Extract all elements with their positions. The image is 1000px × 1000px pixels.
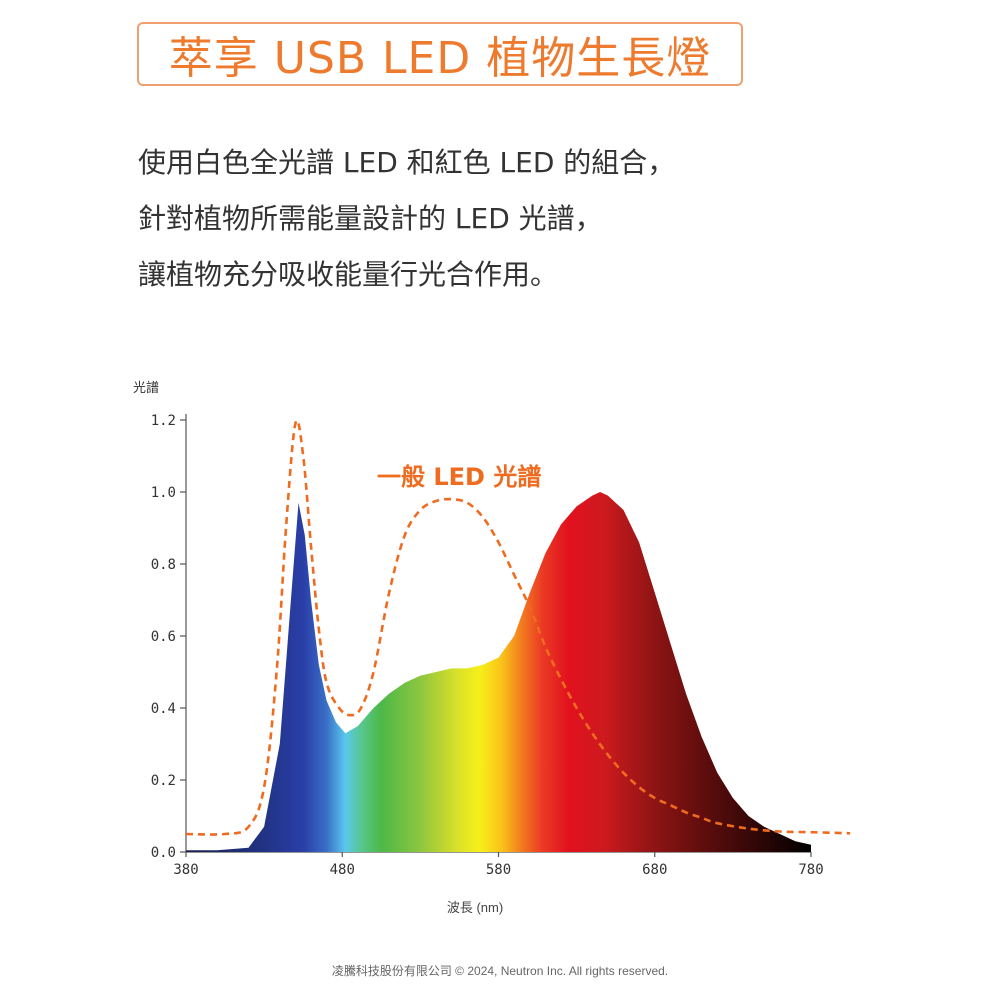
title-box: 萃享 USB LED 植物生長燈 [137, 22, 743, 86]
description-line: 使用白色全光譜 LED 和紅色 LED 的組合， [138, 146, 676, 179]
y-tick-label: 0.0 [151, 845, 176, 861]
y-tick-label: 0.6 [151, 629, 176, 645]
x-tick-label: 380 [173, 862, 198, 878]
footer-copyright: 凌騰科技股份有限公司 © 2024, Neutron Inc. All righ… [331, 964, 669, 978]
x-axis-label: 波長 (nm) [447, 900, 503, 915]
x-tick-label: 780 [798, 862, 823, 878]
y-tick-label: 0.4 [151, 701, 176, 717]
page-title: 萃享 USB LED 植物生長燈 [168, 33, 712, 84]
y-tick-label: 0.2 [151, 773, 176, 789]
y-axis-label: 光譜 [133, 381, 159, 396]
spectrum-area [186, 492, 811, 852]
axes: 0.0 0.2 0.4 0.6 0.8 1.0 1.2 380 480 580 680 780 [151, 413, 824, 878]
x-tick-label: 680 [642, 862, 667, 878]
x-tick-label: 480 [330, 862, 355, 878]
y-tick-label: 1.2 [151, 413, 176, 429]
y-tick-label: 1.0 [151, 485, 176, 501]
description: 使用白色全光譜 LED 和紅色 LED 的組合， 針對植物所需能量設計的 LED… [138, 135, 898, 303]
series-annotation: 一般 LED 光譜 [377, 463, 541, 491]
x-tick-label: 580 [486, 862, 511, 878]
y-tick-label: 0.8 [151, 557, 176, 573]
general-led-spectrum-line [185, 419, 851, 836]
description-line: 讓植物充分吸收能量行光合作用。 [138, 258, 559, 291]
plot-area [185, 419, 851, 852]
description-line: 針對植物所需能量設計的 LED 光譜， [138, 202, 603, 235]
